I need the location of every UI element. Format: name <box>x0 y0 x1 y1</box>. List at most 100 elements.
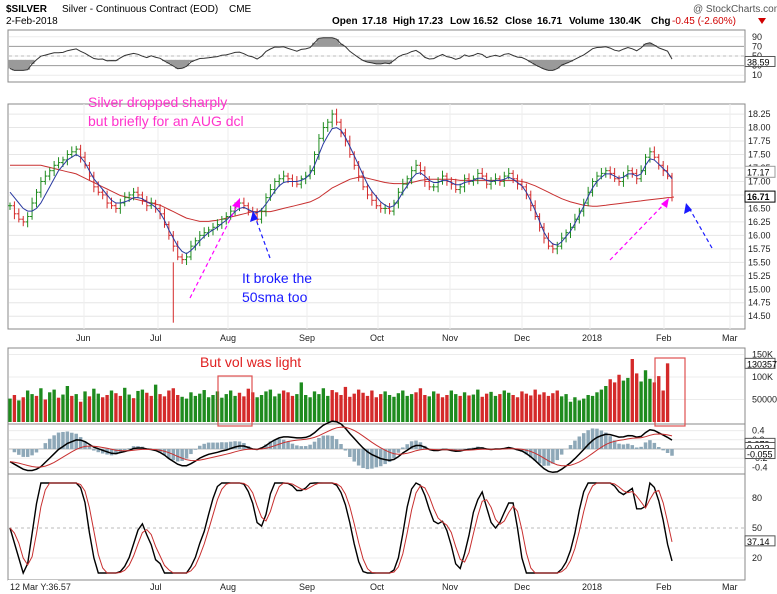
blue-arrow-feb <box>687 205 713 249</box>
volume-bar <box>405 395 409 422</box>
volume-bar <box>12 395 17 422</box>
exchange: CME <box>229 4 252 15</box>
volume-bar <box>202 390 206 422</box>
volume-bar <box>630 359 634 422</box>
volume-bar <box>52 389 56 422</box>
volume-bar <box>361 392 365 422</box>
annotation-volume: But vol was light <box>200 354 301 370</box>
volume-bar <box>383 391 387 422</box>
stochastic-month-label: Nov <box>442 582 459 592</box>
rsi-value-label: 38.59 <box>747 57 770 67</box>
blue-arrowhead-aug <box>250 211 258 222</box>
month-label: Mar <box>722 333 738 343</box>
volume-bar <box>8 398 12 422</box>
volume-bar <box>401 390 405 422</box>
volume-bar <box>242 396 246 422</box>
stochastic-month-label: Feb <box>656 582 672 592</box>
price-tick-label: 16.50 <box>748 203 771 213</box>
price-tick-label: 14.50 <box>748 311 771 321</box>
volume-bar <box>326 395 330 422</box>
annotation-sma-line1: It broke the <box>242 270 312 286</box>
stochastic-month-label: 2018 <box>582 582 602 592</box>
price-panel: 18.2518.0017.7517.5017.2517.0016.7516.50… <box>7 103 776 330</box>
volume-bar <box>484 393 489 422</box>
price-tick-label: 17.50 <box>748 150 771 160</box>
volume-bar <box>184 398 189 422</box>
price-tick-label: 16.25 <box>748 217 771 227</box>
volume-bar <box>61 394 65 422</box>
volume-bar <box>608 379 612 422</box>
volume-bar <box>295 394 299 422</box>
volume-bar <box>564 394 568 422</box>
volume-bar <box>339 395 343 422</box>
macd-value-label: -0.055 <box>747 450 773 460</box>
volume-bar <box>330 390 334 422</box>
volume-bar <box>78 401 83 422</box>
month-label: Jul <box>150 333 162 343</box>
volume-bar <box>92 388 96 422</box>
volume-bar <box>370 390 374 422</box>
price-frame <box>7 103 746 330</box>
volume-bar <box>524 393 529 422</box>
volume-tick-label: 150K <box>752 350 773 360</box>
price-tick-label: 15.75 <box>748 244 771 254</box>
volume-bar <box>109 390 114 422</box>
volume-bar <box>21 397 25 422</box>
volume-bar <box>158 394 162 422</box>
volume-bar <box>665 363 670 422</box>
volume-bar <box>43 399 47 422</box>
month-label: Feb <box>656 333 672 343</box>
volume-bar <box>281 390 286 422</box>
volume-bar <box>599 389 604 422</box>
volume-bar <box>343 386 348 422</box>
volume-bar <box>577 400 581 422</box>
stochastic-value-box <box>744 535 776 547</box>
volume-bar <box>34 395 39 422</box>
volume-bar <box>317 394 321 422</box>
month-label: Dec <box>514 333 531 343</box>
volume-bar <box>467 395 471 422</box>
price-tick-label: 15.25 <box>748 271 771 281</box>
volume-label: Volume <box>569 16 605 27</box>
blue-arrow-aug <box>253 213 271 259</box>
volume-bar <box>277 393 281 422</box>
volume-bar <box>25 390 30 422</box>
volume-bar <box>568 401 573 422</box>
macd-tick-label: 0.4 <box>752 426 765 436</box>
volume-bar <box>224 394 228 422</box>
magenta-arrowhead-feb <box>661 198 669 208</box>
volume-bar <box>648 378 652 422</box>
volume-bar <box>189 392 193 422</box>
volume-bar <box>70 395 74 422</box>
volume-bar <box>604 386 608 422</box>
volume-bar <box>635 373 639 422</box>
volume-bar <box>590 395 595 422</box>
down-arrow-icon <box>758 18 766 24</box>
close-value: 16.71 <box>537 16 562 27</box>
volume-bar <box>312 391 317 422</box>
volume-bar <box>206 397 211 422</box>
volume-bar <box>471 394 476 422</box>
volume-bar <box>56 397 61 422</box>
instrument-name: Silver - Continuous Contract (EOD) <box>62 4 218 15</box>
volume-bar <box>290 395 295 422</box>
volume-bar <box>542 392 546 422</box>
month-label: Nov <box>442 333 459 343</box>
low-value: 16.52 <box>473 16 498 27</box>
volume-bar <box>409 394 414 422</box>
volume-bar <box>348 396 352 422</box>
volume-bar <box>418 388 423 422</box>
price-tick-label: 17.75 <box>748 136 771 146</box>
price-label-sma: 17.17 <box>747 167 770 177</box>
volume-bar <box>83 391 87 422</box>
price-tick-label: 18.25 <box>748 109 771 119</box>
stochastic-d-line <box>9 482 673 574</box>
rsi-tick-label: 70 <box>752 41 762 51</box>
volume-tick-label: 50000 <box>752 395 777 405</box>
volume-value-box <box>744 357 776 369</box>
volume-bar <box>626 377 630 422</box>
volume-bar <box>251 392 255 422</box>
month-label: Aug <box>220 333 236 343</box>
sma-fast-line <box>9 127 673 255</box>
volume-bar <box>17 400 21 422</box>
